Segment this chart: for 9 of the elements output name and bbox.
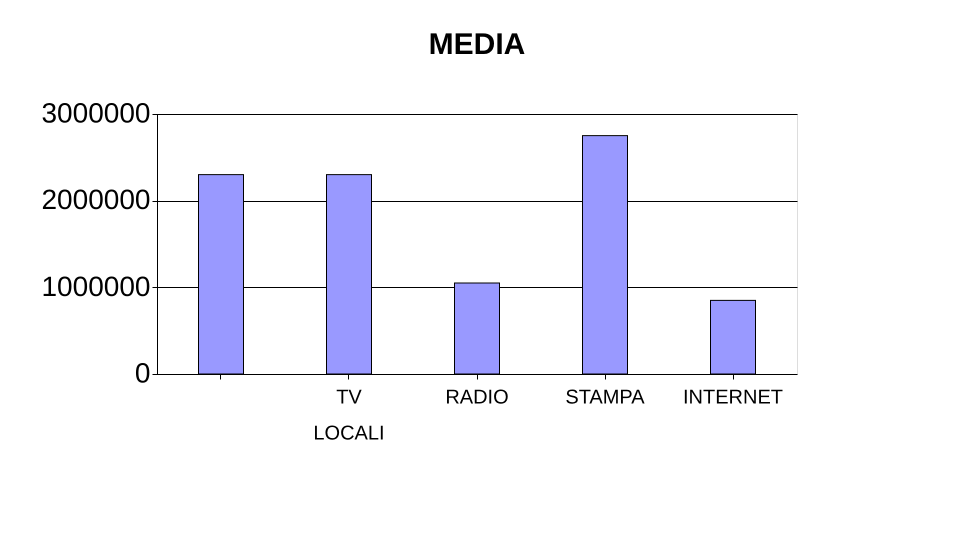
chart-title: MEDIA [428,28,526,61]
y-tick-label: 2000000 [41,184,150,216]
x-tick-label: STAMPA [565,386,646,408]
x-tick-label: INTERNET [683,386,783,408]
x-tick-label: RADIO [445,386,509,408]
y-tick-label: 1000000 [41,270,150,302]
y-tick-label: 3000000 [41,98,150,128]
y-tick-label: 0 [134,358,150,388]
x-tick-label: TV LOCALI [313,386,385,444]
